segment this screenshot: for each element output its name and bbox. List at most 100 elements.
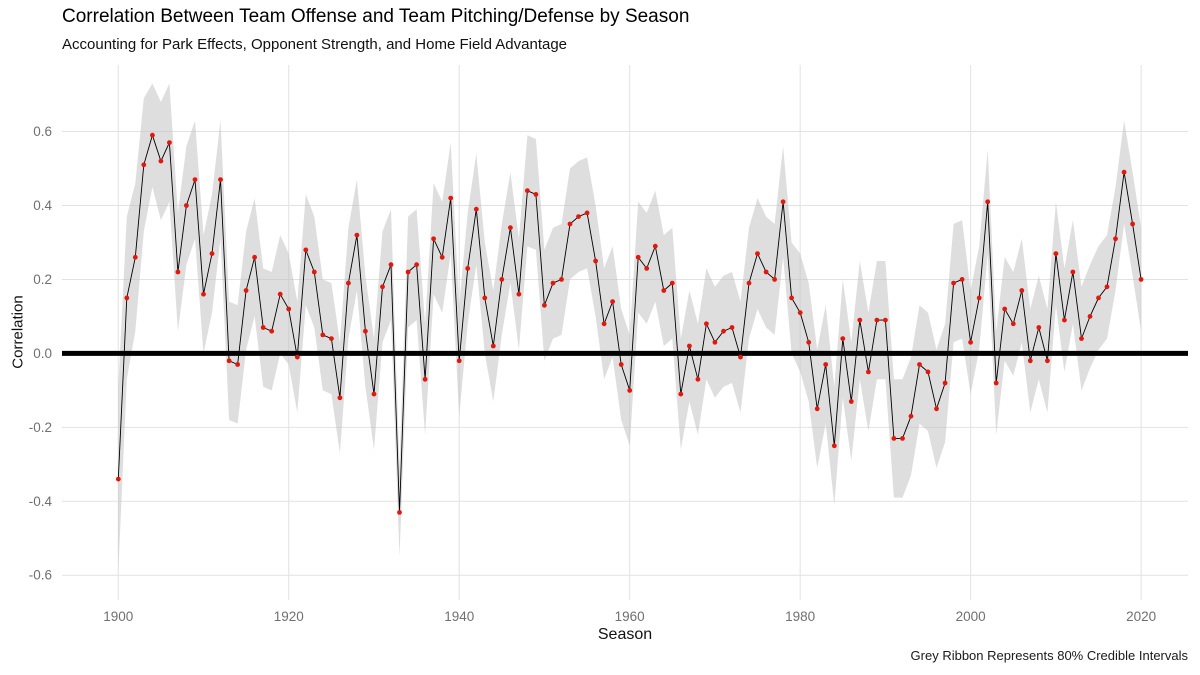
data-point bbox=[610, 299, 615, 304]
data-point bbox=[601, 321, 607, 327]
data-point bbox=[294, 354, 300, 360]
y-tick-label: -0.2 bbox=[29, 420, 52, 435]
y-tick-label: 0.4 bbox=[33, 198, 52, 213]
data-point bbox=[627, 388, 633, 393]
y-tick-label: 0.6 bbox=[33, 124, 52, 139]
data-point bbox=[891, 436, 897, 441]
data-point bbox=[465, 266, 471, 271]
data-point bbox=[286, 306, 292, 312]
credible-interval-ribbon bbox=[118, 83, 1142, 572]
data-point bbox=[1104, 284, 1110, 290]
data-point bbox=[175, 269, 181, 275]
data-point bbox=[1138, 277, 1144, 282]
data-point bbox=[132, 254, 138, 260]
data-point bbox=[900, 436, 905, 441]
data-point bbox=[405, 269, 411, 275]
y-tick-label: -0.6 bbox=[29, 568, 52, 583]
data-point bbox=[976, 295, 982, 301]
data-point bbox=[363, 328, 368, 334]
data-point bbox=[1070, 269, 1076, 275]
data-point bbox=[542, 302, 547, 308]
data-point bbox=[652, 243, 658, 249]
data-point bbox=[490, 343, 496, 349]
data-point bbox=[1113, 236, 1118, 242]
data-point bbox=[1002, 306, 1008, 312]
x-tick-label: 2020 bbox=[1126, 609, 1156, 624]
data-point bbox=[993, 380, 999, 386]
x-tick-label: 2000 bbox=[956, 609, 986, 624]
data-point bbox=[1010, 321, 1016, 327]
chart-subtitle: Accounting for Park Effects, Opponent St… bbox=[62, 36, 568, 53]
data-point bbox=[1045, 358, 1050, 364]
data-point bbox=[797, 310, 803, 316]
data-point bbox=[874, 317, 880, 323]
data-point bbox=[1096, 295, 1101, 301]
data-point bbox=[866, 369, 871, 375]
data-point bbox=[243, 288, 249, 293]
data-point bbox=[883, 317, 888, 323]
data-point bbox=[320, 332, 326, 338]
data-point bbox=[951, 280, 956, 286]
x-tick-label: 1980 bbox=[785, 609, 815, 624]
data-point bbox=[226, 358, 232, 364]
data-point bbox=[635, 254, 641, 260]
data-point bbox=[576, 214, 581, 220]
data-point bbox=[346, 280, 351, 286]
data-point bbox=[644, 266, 650, 271]
data-point bbox=[687, 343, 692, 349]
data-point bbox=[473, 206, 479, 212]
y-tick-label: 0.0 bbox=[33, 346, 52, 361]
x-axis-title: Season bbox=[597, 626, 653, 643]
data-point bbox=[1062, 317, 1067, 323]
data-point bbox=[1121, 169, 1127, 175]
data-point bbox=[738, 354, 743, 360]
data-point bbox=[1079, 336, 1084, 341]
data-point bbox=[712, 339, 718, 345]
data-point bbox=[269, 328, 275, 334]
data-point bbox=[124, 295, 130, 301]
data-point bbox=[917, 362, 922, 367]
data-point bbox=[422, 376, 428, 382]
data-point bbox=[763, 269, 769, 275]
data-point bbox=[456, 358, 462, 364]
data-point bbox=[831, 443, 837, 449]
data-point bbox=[669, 280, 675, 286]
data-point bbox=[695, 376, 701, 382]
data-point bbox=[260, 325, 266, 330]
data-point bbox=[780, 199, 786, 205]
data-point bbox=[1087, 314, 1093, 319]
data-point bbox=[593, 258, 598, 264]
data-point bbox=[584, 210, 590, 216]
data-point bbox=[1019, 288, 1025, 293]
data-point bbox=[525, 188, 530, 194]
data-point bbox=[567, 221, 573, 227]
data-point bbox=[1027, 358, 1033, 364]
data-point bbox=[840, 336, 846, 341]
data-point bbox=[218, 177, 223, 183]
y-tick-label: -0.4 bbox=[29, 494, 53, 509]
data-point bbox=[746, 280, 752, 286]
data-point bbox=[678, 391, 684, 397]
data-point bbox=[354, 232, 360, 238]
data-point bbox=[482, 295, 488, 301]
data-point bbox=[115, 476, 121, 482]
data-point bbox=[167, 140, 172, 146]
y-tick-label: 0.2 bbox=[33, 272, 52, 287]
data-point bbox=[857, 317, 863, 323]
data-point bbox=[508, 225, 513, 231]
x-tick-label: 1960 bbox=[615, 609, 645, 624]
data-point bbox=[431, 236, 436, 242]
x-tick-label: 1900 bbox=[103, 609, 133, 624]
chart-caption: Grey Ribbon Represents 80% Credible Inte… bbox=[910, 648, 1188, 663]
data-point bbox=[184, 203, 189, 208]
x-tick-label: 1940 bbox=[444, 609, 474, 624]
chart-title: Correlation Between Team Offense and Tea… bbox=[62, 6, 690, 27]
y-axis-title: Correlation bbox=[9, 295, 27, 369]
data-point bbox=[1036, 325, 1042, 330]
data-point bbox=[968, 339, 973, 345]
data-point bbox=[1053, 251, 1059, 256]
data-point bbox=[158, 158, 164, 164]
data-point bbox=[721, 328, 726, 334]
